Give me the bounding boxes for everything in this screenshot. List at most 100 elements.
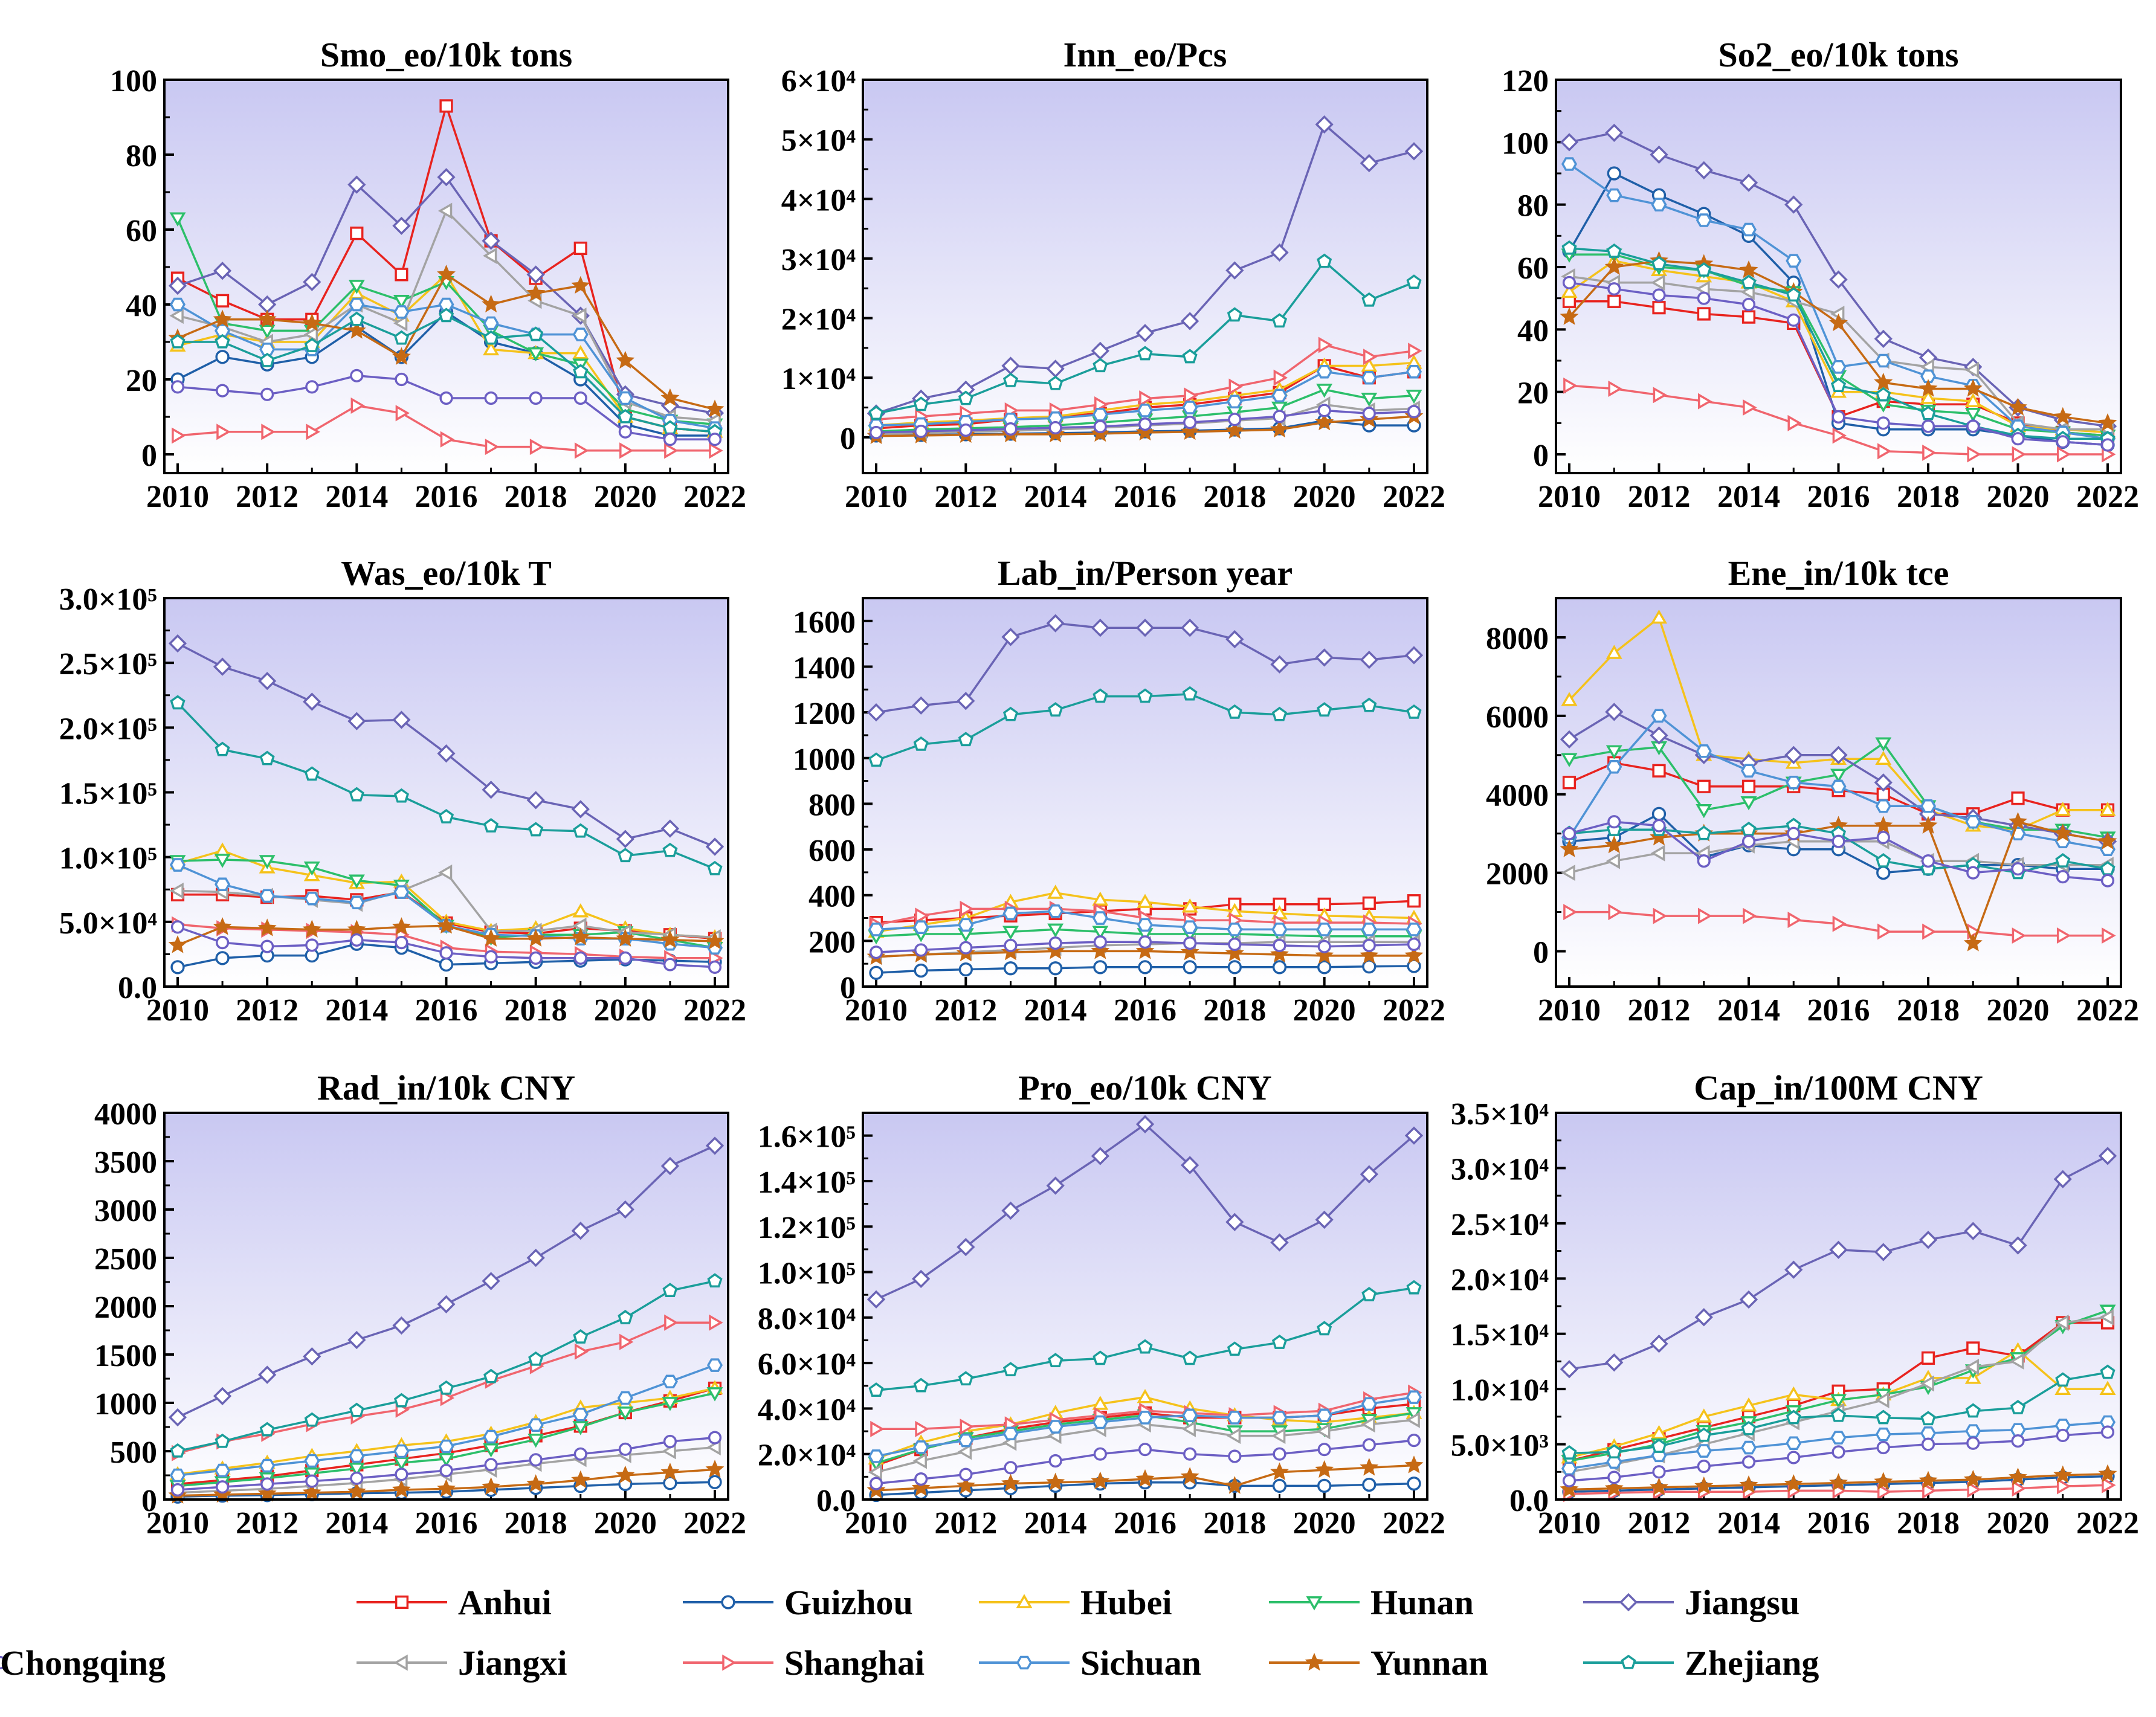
data-point [912,1452,927,1469]
data-point [1271,388,1288,403]
data-point [1607,294,1621,308]
data-point [1272,1478,1287,1493]
data-point [1181,1420,1196,1437]
data-point [1874,372,1893,391]
data-point [1270,655,1289,674]
data-point [215,877,231,891]
data-point [349,1449,365,1463]
x-tick-label: 2022 [683,480,746,514]
data-point [1091,1147,1109,1165]
data-point [349,1402,364,1417]
data-point [708,1431,722,1445]
y-tick-label: 20 [126,364,157,398]
legend-item-hubei: Hubei [979,1583,1172,1622]
data-point [1092,926,1109,940]
data-point [259,324,276,340]
data-point [1315,648,1334,667]
data-point [1270,1233,1289,1252]
data-point [304,891,320,906]
x-tick-label: 2010 [146,1506,209,1541]
data-point [1920,405,1936,420]
data-point [1226,1428,1241,1445]
data-point [1787,1451,1801,1464]
data-point [258,295,277,314]
data-point [1606,852,1621,869]
data-point [304,1454,320,1468]
data-point [1135,941,1155,959]
data-point [347,1481,366,1500]
x-tick-label: 2022 [2076,993,2139,1028]
x-tick-label: 2014 [325,993,388,1028]
x-tick-label: 2022 [2076,480,2139,514]
y-tick-label: 2500 [94,1242,157,1277]
data-point [1407,405,1421,419]
data-point [705,399,725,417]
x-tick-label: 2022 [1383,1506,1445,1541]
data-point [1563,904,1578,921]
data-point [1741,297,1756,312]
data-point [1696,1408,1712,1423]
panel-title: Pro_eo/10k CNY [1018,1068,1271,1107]
data-point [528,1434,544,1448]
y-tick-label: 1.0×10⁵ [758,1257,856,1291]
data-point [215,294,230,308]
data-point [1608,904,1622,921]
data-point [1135,1115,1155,1133]
data-point [439,946,453,960]
y-tick-label: 2×10⁴ [781,303,856,337]
data-point [705,1460,725,1478]
x-tick-label: 2018 [505,1506,567,1541]
data-point [1406,923,1422,936]
x-tick-label: 2022 [2076,1506,2139,1541]
data-point [215,384,230,398]
data-point [484,391,498,405]
legend: Anhui Guizhou Hubei Hunan Jiangsu Jiangxi Shan… [0,1583,1819,1683]
y-tick-label: 1.5×10⁵ [59,777,157,811]
data-point [213,657,232,676]
data-point [1316,384,1333,398]
data-point [662,1397,679,1411]
data-point [1406,274,1422,289]
data-point [572,327,589,341]
data-point [2053,1465,2073,1483]
data-point [1963,933,1983,952]
data-point [705,1136,725,1155]
data-point [528,1418,544,1432]
data-point [1183,960,1197,974]
legend-marker [1305,1652,1324,1671]
data-point [1271,1411,1288,1425]
data-point [303,1467,320,1482]
data-point [663,433,677,446]
y-tick-label: 1600 [793,605,856,640]
data-point [1562,776,1577,790]
data-point [1092,911,1108,925]
data-point [1404,1126,1424,1145]
data-point [1650,1425,1668,1440]
data-point [571,800,590,819]
data-point [2100,1425,2115,1439]
data-point [1964,1359,1980,1376]
data-point [914,943,928,957]
data-point [1316,1408,1332,1422]
data-point [1921,419,1935,433]
data-point [1404,1455,1424,1474]
data-point [1696,213,1712,227]
data-point [304,1412,320,1427]
x-tick-label: 2018 [1203,1506,1266,1541]
legend-marker [1306,1596,1323,1611]
y-tick-label: 1.4×10⁵ [758,1165,856,1200]
data-point [1002,906,1019,921]
data-point [1832,834,1845,848]
data-point [1606,243,1622,258]
data-point [1604,835,1624,854]
data-point [438,809,454,823]
data-point [1875,750,1892,765]
series-chongqing [1562,1425,2115,1488]
data-point [1560,307,1579,325]
data-point [528,822,544,837]
data-point [526,283,546,301]
data-point [709,1314,723,1331]
data-point [1875,1391,1890,1408]
data-point [1694,161,1713,179]
